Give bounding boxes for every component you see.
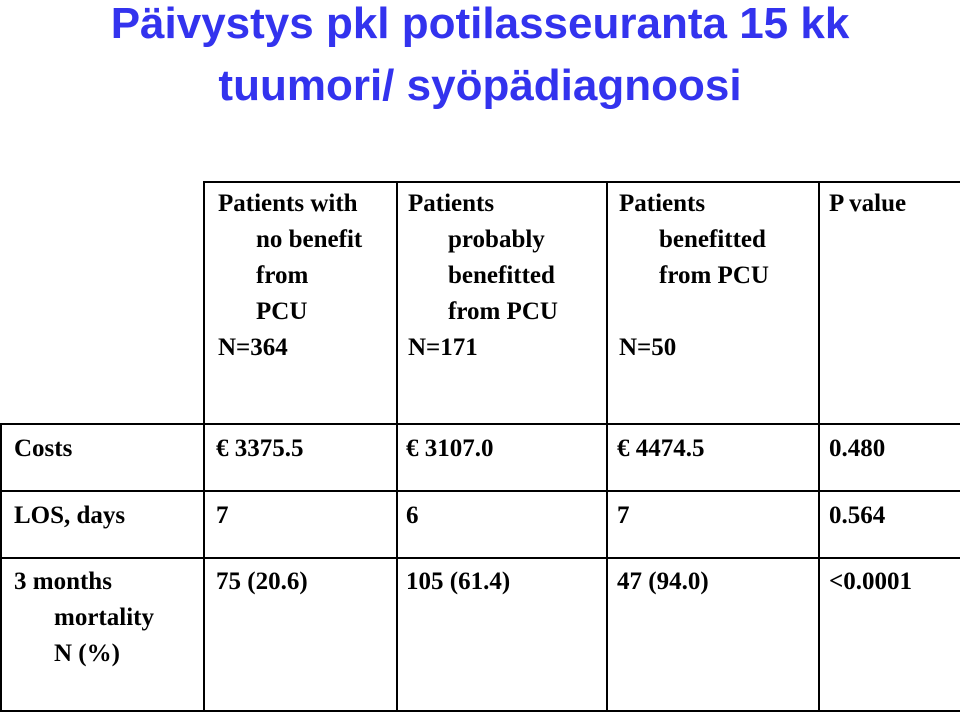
header-no-benefit: Patients with no benefit from PCU N=364 xyxy=(218,186,362,366)
cell-costs-probably: € 3107.0 xyxy=(406,435,494,462)
table-border-bottom xyxy=(0,710,960,712)
row-label-line: Costs xyxy=(14,435,73,462)
cell-los-p-value: 0.564 xyxy=(829,502,886,529)
header-probably-benefitted: Patients probably benefitted from PCU N=… xyxy=(408,186,558,366)
table-col-line-3 xyxy=(606,181,608,712)
row-label-mortality: 3 months mortality N (%) xyxy=(14,564,154,672)
table-divider-2 xyxy=(0,490,960,492)
table-divider-3 xyxy=(0,557,960,559)
table-divider-1 xyxy=(0,423,960,425)
row-label-line: mortality xyxy=(54,604,154,631)
header-line: no benefit xyxy=(256,226,363,253)
table-col-line-4 xyxy=(818,181,820,712)
cell-los-benefitted: 7 xyxy=(617,502,630,529)
row-label-line: 3 months xyxy=(14,568,112,595)
header-line: Patients xyxy=(619,190,706,217)
cell-mortality-benefitted: 47 (94.0) xyxy=(617,568,709,595)
cell-mortality-p-value: <0.0001 xyxy=(829,568,912,595)
cell-costs-benefitted: € 4474.5 xyxy=(617,435,705,462)
slide-title-line-1: Päivystys pkl potilasseuranta 15 kk xyxy=(110,0,850,48)
header-line: P value xyxy=(829,190,907,217)
header-line: benefitted xyxy=(659,226,766,253)
table-border-top xyxy=(203,181,960,183)
header-line: probably xyxy=(448,226,545,253)
header-line: N=171 xyxy=(408,334,478,361)
header-line: PCU xyxy=(256,298,308,325)
header-line: from xyxy=(256,262,309,289)
table-col-line-2 xyxy=(396,181,398,712)
cell-costs-p-value: 0.480 xyxy=(829,435,886,462)
header-p-value: P value xyxy=(829,186,906,222)
cell-costs-no-benefit: € 3375.5 xyxy=(216,435,304,462)
row-label-line: LOS, days xyxy=(14,502,126,529)
row-label-line: N (%) xyxy=(54,640,120,667)
slide-title-line-2: tuumori/ syöpädiagnoosi xyxy=(218,61,742,110)
row-label-costs: Costs xyxy=(14,431,72,467)
header-line xyxy=(619,294,769,330)
table-left-edge xyxy=(0,423,2,712)
table-col-line-1 xyxy=(203,181,205,712)
row-label-los: LOS, days xyxy=(14,498,125,534)
header-line: from PCU xyxy=(659,262,769,289)
cell-los-probably: 6 xyxy=(406,502,419,529)
cell-mortality-no-benefit: 75 (20.6) xyxy=(216,568,308,595)
header-line: Patients with xyxy=(218,190,358,217)
header-line: N=50 xyxy=(619,334,677,361)
header-benefitted: Patients benefitted from PCU N=50 xyxy=(619,186,769,366)
header-line: benefitted xyxy=(448,262,555,289)
header-line: Patients xyxy=(408,190,495,217)
header-line: from PCU xyxy=(448,298,558,325)
cell-mortality-probably: 105 (61.4) xyxy=(406,568,511,595)
header-line: N=364 xyxy=(218,334,288,361)
cell-los-no-benefit: 7 xyxy=(216,502,229,529)
